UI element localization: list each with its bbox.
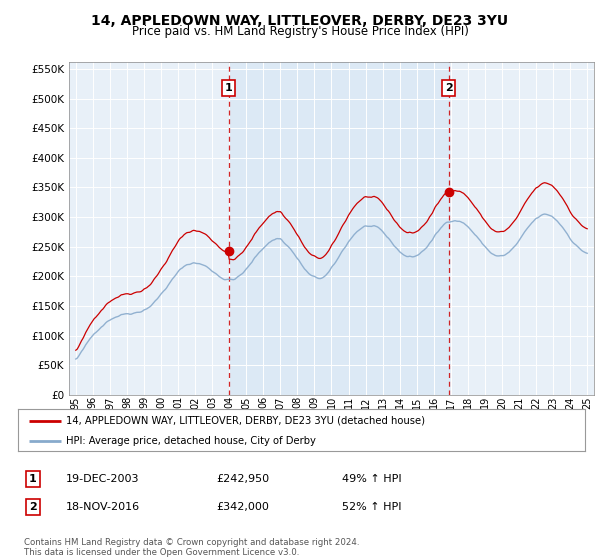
Text: 49% ↑ HPI: 49% ↑ HPI bbox=[342, 474, 401, 484]
Text: HPI: Average price, detached house, City of Derby: HPI: Average price, detached house, City… bbox=[66, 436, 316, 446]
Text: 19-DEC-2003: 19-DEC-2003 bbox=[66, 474, 139, 484]
Text: £242,950: £242,950 bbox=[216, 474, 269, 484]
Text: Contains HM Land Registry data © Crown copyright and database right 2024.
This d: Contains HM Land Registry data © Crown c… bbox=[24, 538, 359, 557]
Text: 1: 1 bbox=[29, 474, 37, 484]
Text: 14, APPLEDOWN WAY, LITTLEOVER, DERBY, DE23 3YU: 14, APPLEDOWN WAY, LITTLEOVER, DERBY, DE… bbox=[91, 14, 509, 28]
Text: 2: 2 bbox=[445, 83, 452, 94]
Text: 1: 1 bbox=[224, 83, 232, 94]
Text: 18-NOV-2016: 18-NOV-2016 bbox=[66, 502, 140, 512]
Bar bbox=[229, 62, 449, 395]
Text: £342,000: £342,000 bbox=[216, 502, 269, 512]
Text: 52% ↑ HPI: 52% ↑ HPI bbox=[342, 502, 401, 512]
Text: Price paid vs. HM Land Registry's House Price Index (HPI): Price paid vs. HM Land Registry's House … bbox=[131, 25, 469, 38]
Text: 14, APPLEDOWN WAY, LITTLEOVER, DERBY, DE23 3YU (detached house): 14, APPLEDOWN WAY, LITTLEOVER, DERBY, DE… bbox=[66, 416, 425, 426]
Text: 2: 2 bbox=[29, 502, 37, 512]
